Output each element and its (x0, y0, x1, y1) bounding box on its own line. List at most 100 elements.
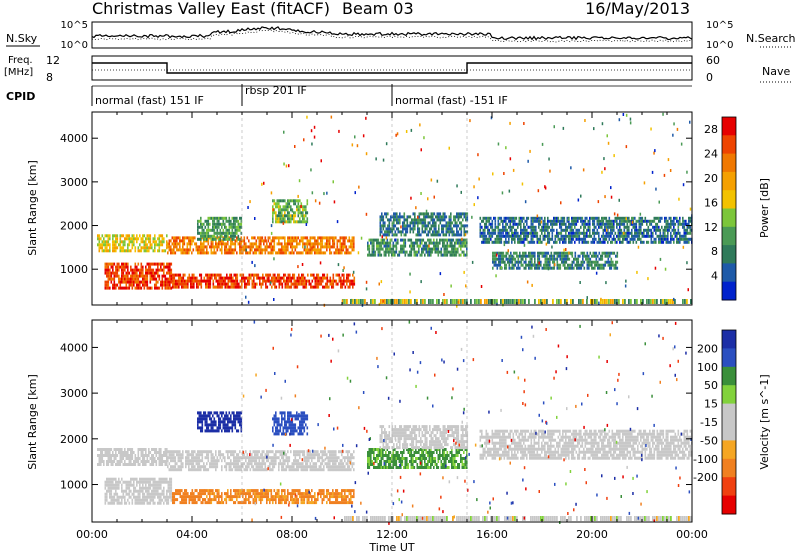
echo-cell (158, 243, 161, 247)
echo-cell (345, 248, 348, 252)
echo-cell (343, 266, 345, 270)
echo-cell (315, 251, 318, 255)
echo-cell (523, 122, 525, 125)
echo-cell (373, 241, 375, 245)
echo-cell (322, 276, 324, 280)
echo-cell (245, 248, 247, 252)
echo-cell (386, 250, 389, 254)
echo-cell (125, 463, 128, 466)
echo-cell (164, 286, 167, 290)
echo-cell (242, 239, 244, 243)
echo-cell (526, 263, 529, 267)
echo-cell (163, 480, 165, 484)
echo-cell (394, 238, 396, 242)
echo-cell (391, 230, 394, 234)
echo-cell (463, 238, 465, 242)
echo-cell (210, 450, 213, 454)
echo-cell (243, 468, 246, 472)
echo-cell (319, 279, 321, 283)
echo-cell (167, 251, 169, 255)
echo-cell (201, 465, 204, 469)
echo-cell (263, 276, 266, 280)
echo-cell (113, 495, 116, 499)
echo-cell (244, 276, 246, 280)
echo-cell (213, 222, 216, 226)
echo-cell (598, 234, 600, 238)
echo-cell (575, 219, 578, 223)
echo-cell (206, 234, 208, 238)
echo-cell (471, 260, 474, 264)
echo-cell (224, 234, 226, 238)
echo-cell (637, 219, 639, 223)
echo-cell (497, 222, 500, 226)
echo-cell (380, 227, 382, 231)
echo-cell (246, 251, 249, 255)
echo-cell (143, 501, 146, 505)
echo-cell (205, 285, 207, 289)
echo-cell (200, 459, 202, 463)
echo-cell (351, 248, 354, 252)
echo-cell (164, 498, 167, 502)
echo-cell (216, 228, 219, 232)
echo-cell (268, 276, 270, 280)
echo-cell (446, 299, 448, 304)
echo-cell (106, 283, 108, 287)
echo-cell (653, 237, 656, 241)
echo-cell (572, 216, 575, 220)
echo-cell (146, 286, 149, 290)
echo-cell (373, 250, 375, 254)
echo-cell (218, 216, 220, 220)
echo-cell (594, 254, 596, 258)
echo-cell (118, 480, 120, 484)
echo-cell (529, 266, 532, 270)
echo-cell (210, 237, 213, 241)
echo-cell (252, 236, 255, 240)
echo-cell (137, 249, 140, 253)
echo-cell (204, 456, 207, 460)
echo-cell (218, 237, 220, 241)
echo-cell (629, 121, 632, 125)
echo-cell (659, 257, 662, 261)
echo-cell (233, 450, 235, 454)
echo-cell (197, 222, 199, 226)
echo-cell (236, 282, 239, 286)
echo-cell (284, 242, 286, 246)
echo-cell (140, 501, 143, 505)
echo-cell (301, 282, 303, 286)
echo-cell (273, 242, 276, 246)
echo-cell (409, 253, 411, 257)
echo-cell (682, 225, 684, 229)
echo-cell (481, 225, 483, 229)
echo-cell (346, 279, 348, 283)
echo-cell (612, 299, 614, 304)
echo-cell (200, 450, 202, 454)
echo-cell (424, 221, 427, 225)
echo-cell (384, 299, 386, 304)
echo-cell (544, 219, 546, 223)
echo-cell (365, 287, 368, 291)
echo-cell (109, 454, 111, 457)
echo-cell (552, 299, 554, 304)
echo-cell (520, 237, 522, 241)
echo-cell (148, 246, 150, 250)
echo-cell (154, 501, 156, 505)
echo-cell (237, 228, 240, 232)
echo-cell (148, 237, 150, 241)
echo-cell (115, 243, 117, 247)
echo-cell (454, 244, 456, 248)
echo-cell (616, 254, 619, 258)
echo-cell (482, 240, 485, 244)
echo-cell (212, 237, 214, 241)
echo-cell (112, 498, 114, 502)
echo-cell (130, 249, 132, 253)
echo-cell (200, 225, 202, 229)
echo-cell (166, 498, 168, 502)
echo-cell (275, 276, 278, 280)
echo-cell (179, 282, 182, 286)
echo-cell (529, 263, 532, 267)
echo-cell (531, 254, 533, 258)
echo-cell (101, 457, 104, 460)
echo-cell (618, 299, 620, 304)
echo-cell (439, 212, 442, 216)
echo-cell (142, 240, 144, 244)
